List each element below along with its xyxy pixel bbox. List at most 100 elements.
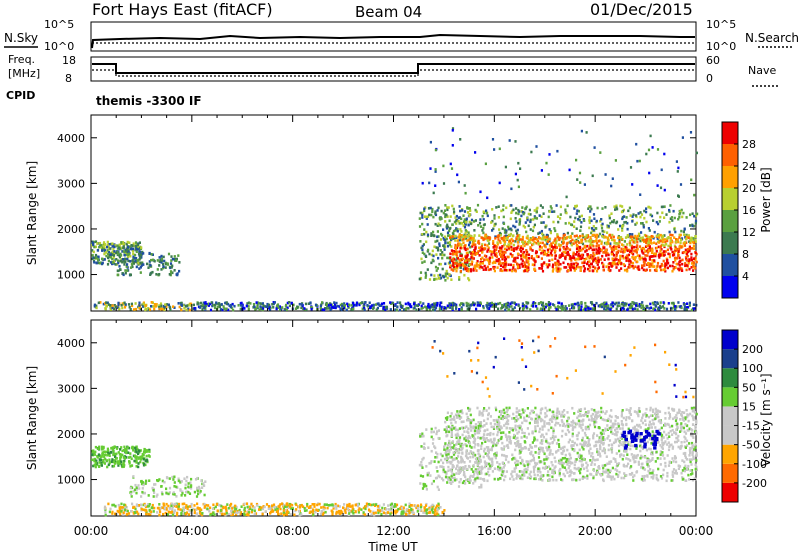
scatter-cell [442,478,445,482]
scatter-cell [631,307,634,311]
scatter-cell [579,308,582,311]
scatter-cell [558,248,562,252]
scatter-cell [540,251,543,255]
scatter-cell [115,457,118,460]
scatter-cell [332,306,335,309]
scatter-cell [92,452,95,455]
scatter-cell [160,254,163,258]
scatter-cell [140,458,143,461]
scatter-cell [446,208,449,212]
scatter-cell [293,513,296,517]
scatter-cell [329,303,332,307]
scatter-cell [690,258,693,262]
scatter-cell [668,230,671,234]
scatter-cell [663,205,666,208]
scatter-cell [508,245,511,248]
scatter-cell [190,487,193,490]
scatter-cell [523,244,526,248]
scatter-cell [626,243,629,246]
scatter-cell [480,245,483,248]
scatter-cell [431,442,435,445]
scatter-cell [230,303,233,307]
scatter-cell [504,265,507,269]
scatter-cell [580,253,583,257]
scatter-cell [557,263,560,267]
scatter-cell [193,504,196,507]
scatter-cell [547,173,550,176]
scatter-cell [467,264,470,268]
scatter-cell [499,241,502,244]
scatter-cell [584,308,587,311]
scatter-cell [583,244,586,248]
scatter-cell [148,479,151,482]
scatter-cell [164,262,168,266]
scatter-cell [674,230,677,234]
scatter-cell [694,235,697,238]
scatter-cell [645,220,648,224]
scatter-cell [661,211,664,215]
scatter-cell [159,302,163,305]
scatter-cell [669,244,672,247]
scatter-cell [438,242,441,245]
scatter-cell [421,211,424,215]
scatter-cell [114,263,117,266]
scatter-cell [688,245,691,249]
scatter-cell [523,435,526,438]
scatter-cell [645,241,648,245]
scatter-cell [595,269,599,273]
scatter-cell [514,260,517,264]
scatter-cell [168,273,171,276]
scatter-cell [661,254,664,257]
scatter-cell [567,253,570,256]
scatter-cell [396,301,399,304]
scatter-cell [550,207,553,210]
scatter-cell [337,511,340,514]
scatter-cell [644,269,647,272]
scatter-cell [470,238,474,241]
scatter-cell [387,504,390,507]
scatter-cell [465,251,468,255]
scatter-cell [629,166,633,169]
scatter-cell [500,255,503,258]
scatter-cell [466,438,469,442]
scatter-cell [435,451,438,454]
scatter-cell [472,482,475,485]
scatter-cell [510,204,513,207]
scatter-cell [482,210,485,214]
scatter-cell [140,479,143,483]
scatter-cell [115,251,118,255]
scatter-cell [111,465,114,468]
scatter-cell [382,305,385,309]
scatter-cell [525,249,528,252]
scatter-cell [667,236,670,240]
scatter-cell [585,131,588,134]
scatter-cell [124,506,127,509]
scatter-cell [423,483,427,486]
scatter-cell [611,301,614,304]
scatter-cell [597,244,600,247]
power-y-axis-label: Slant Range [km] [25,161,39,265]
scatter-cell [595,227,598,230]
scatter-cell [329,503,332,507]
scatter-cell [152,495,155,498]
scatter-cell [512,266,515,269]
scatter-cell [586,244,589,248]
scatter-cell [618,261,621,265]
scatter-cell [364,301,367,304]
scatter-cell [98,445,101,449]
scatter-cell [516,228,519,232]
scatter-cell [127,512,131,515]
scatter-cell [105,459,108,462]
scatter-cell [141,487,144,490]
scatter-cell [663,188,666,192]
scatter-cell [446,304,449,308]
scatter-cell [450,278,453,281]
scatter-cell [673,228,676,231]
scatter-cell [495,245,498,248]
scatter-cell [419,435,422,438]
scatter-cell [112,254,116,257]
scatter-cell [407,302,410,306]
scatter-cell [168,511,171,514]
scatter-cell [692,237,695,240]
scatter-cell [243,506,246,510]
